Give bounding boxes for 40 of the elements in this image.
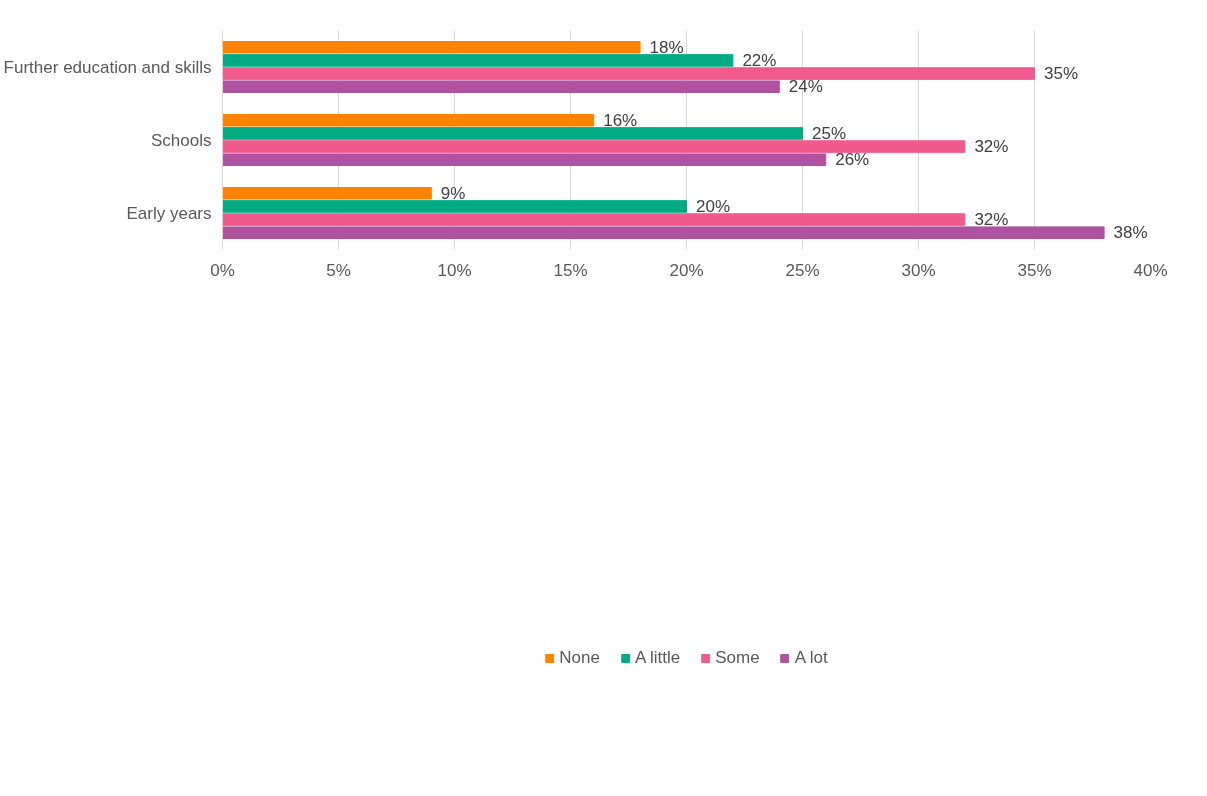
bar [222, 140, 966, 153]
data-label: 18% [649, 37, 684, 58]
y-tick-label: Early years [126, 203, 212, 223]
y-tick-label: Schools [151, 130, 212, 150]
data-label: 25% [812, 123, 847, 144]
x-tick-label: 15% [553, 260, 588, 280]
legend-label: None [559, 648, 600, 668]
data-label: 20% [696, 196, 731, 217]
data-label: 9% [440, 183, 466, 204]
x-tick-label: 5% [326, 260, 351, 280]
x-tick-label: 35% [1017, 260, 1052, 280]
legend-label: Some [715, 648, 760, 668]
bar [222, 127, 803, 140]
bar [222, 41, 641, 54]
bar [222, 200, 687, 213]
bar [222, 54, 734, 67]
legend-label: A little [634, 648, 681, 668]
x-tick-label: 0% [210, 260, 235, 280]
bar [222, 213, 966, 226]
data-label: 32% [974, 137, 1009, 158]
x-tick-label: 10% [437, 260, 472, 280]
data-label: 22% [742, 50, 777, 71]
bar [222, 187, 432, 200]
x-tick-label: 30% [901, 260, 936, 280]
data-label: 16% [603, 110, 638, 131]
y-tick-label: Further education and skills [3, 57, 212, 77]
data-label: 24% [788, 77, 823, 98]
data-label: 38% [1113, 223, 1148, 244]
data-label: 35% [1044, 64, 1079, 85]
bar [222, 67, 1035, 80]
bar [222, 80, 780, 93]
data-label: 26% [835, 150, 870, 171]
bar [222, 153, 827, 166]
bar [222, 226, 1105, 239]
data-label: 32% [974, 210, 1009, 231]
x-tick-label: 40% [1133, 260, 1168, 280]
bar [222, 114, 595, 127]
legend-label: A lot [794, 648, 828, 668]
x-tick-label: 25% [785, 260, 820, 280]
x-tick-label: 20% [669, 260, 704, 280]
